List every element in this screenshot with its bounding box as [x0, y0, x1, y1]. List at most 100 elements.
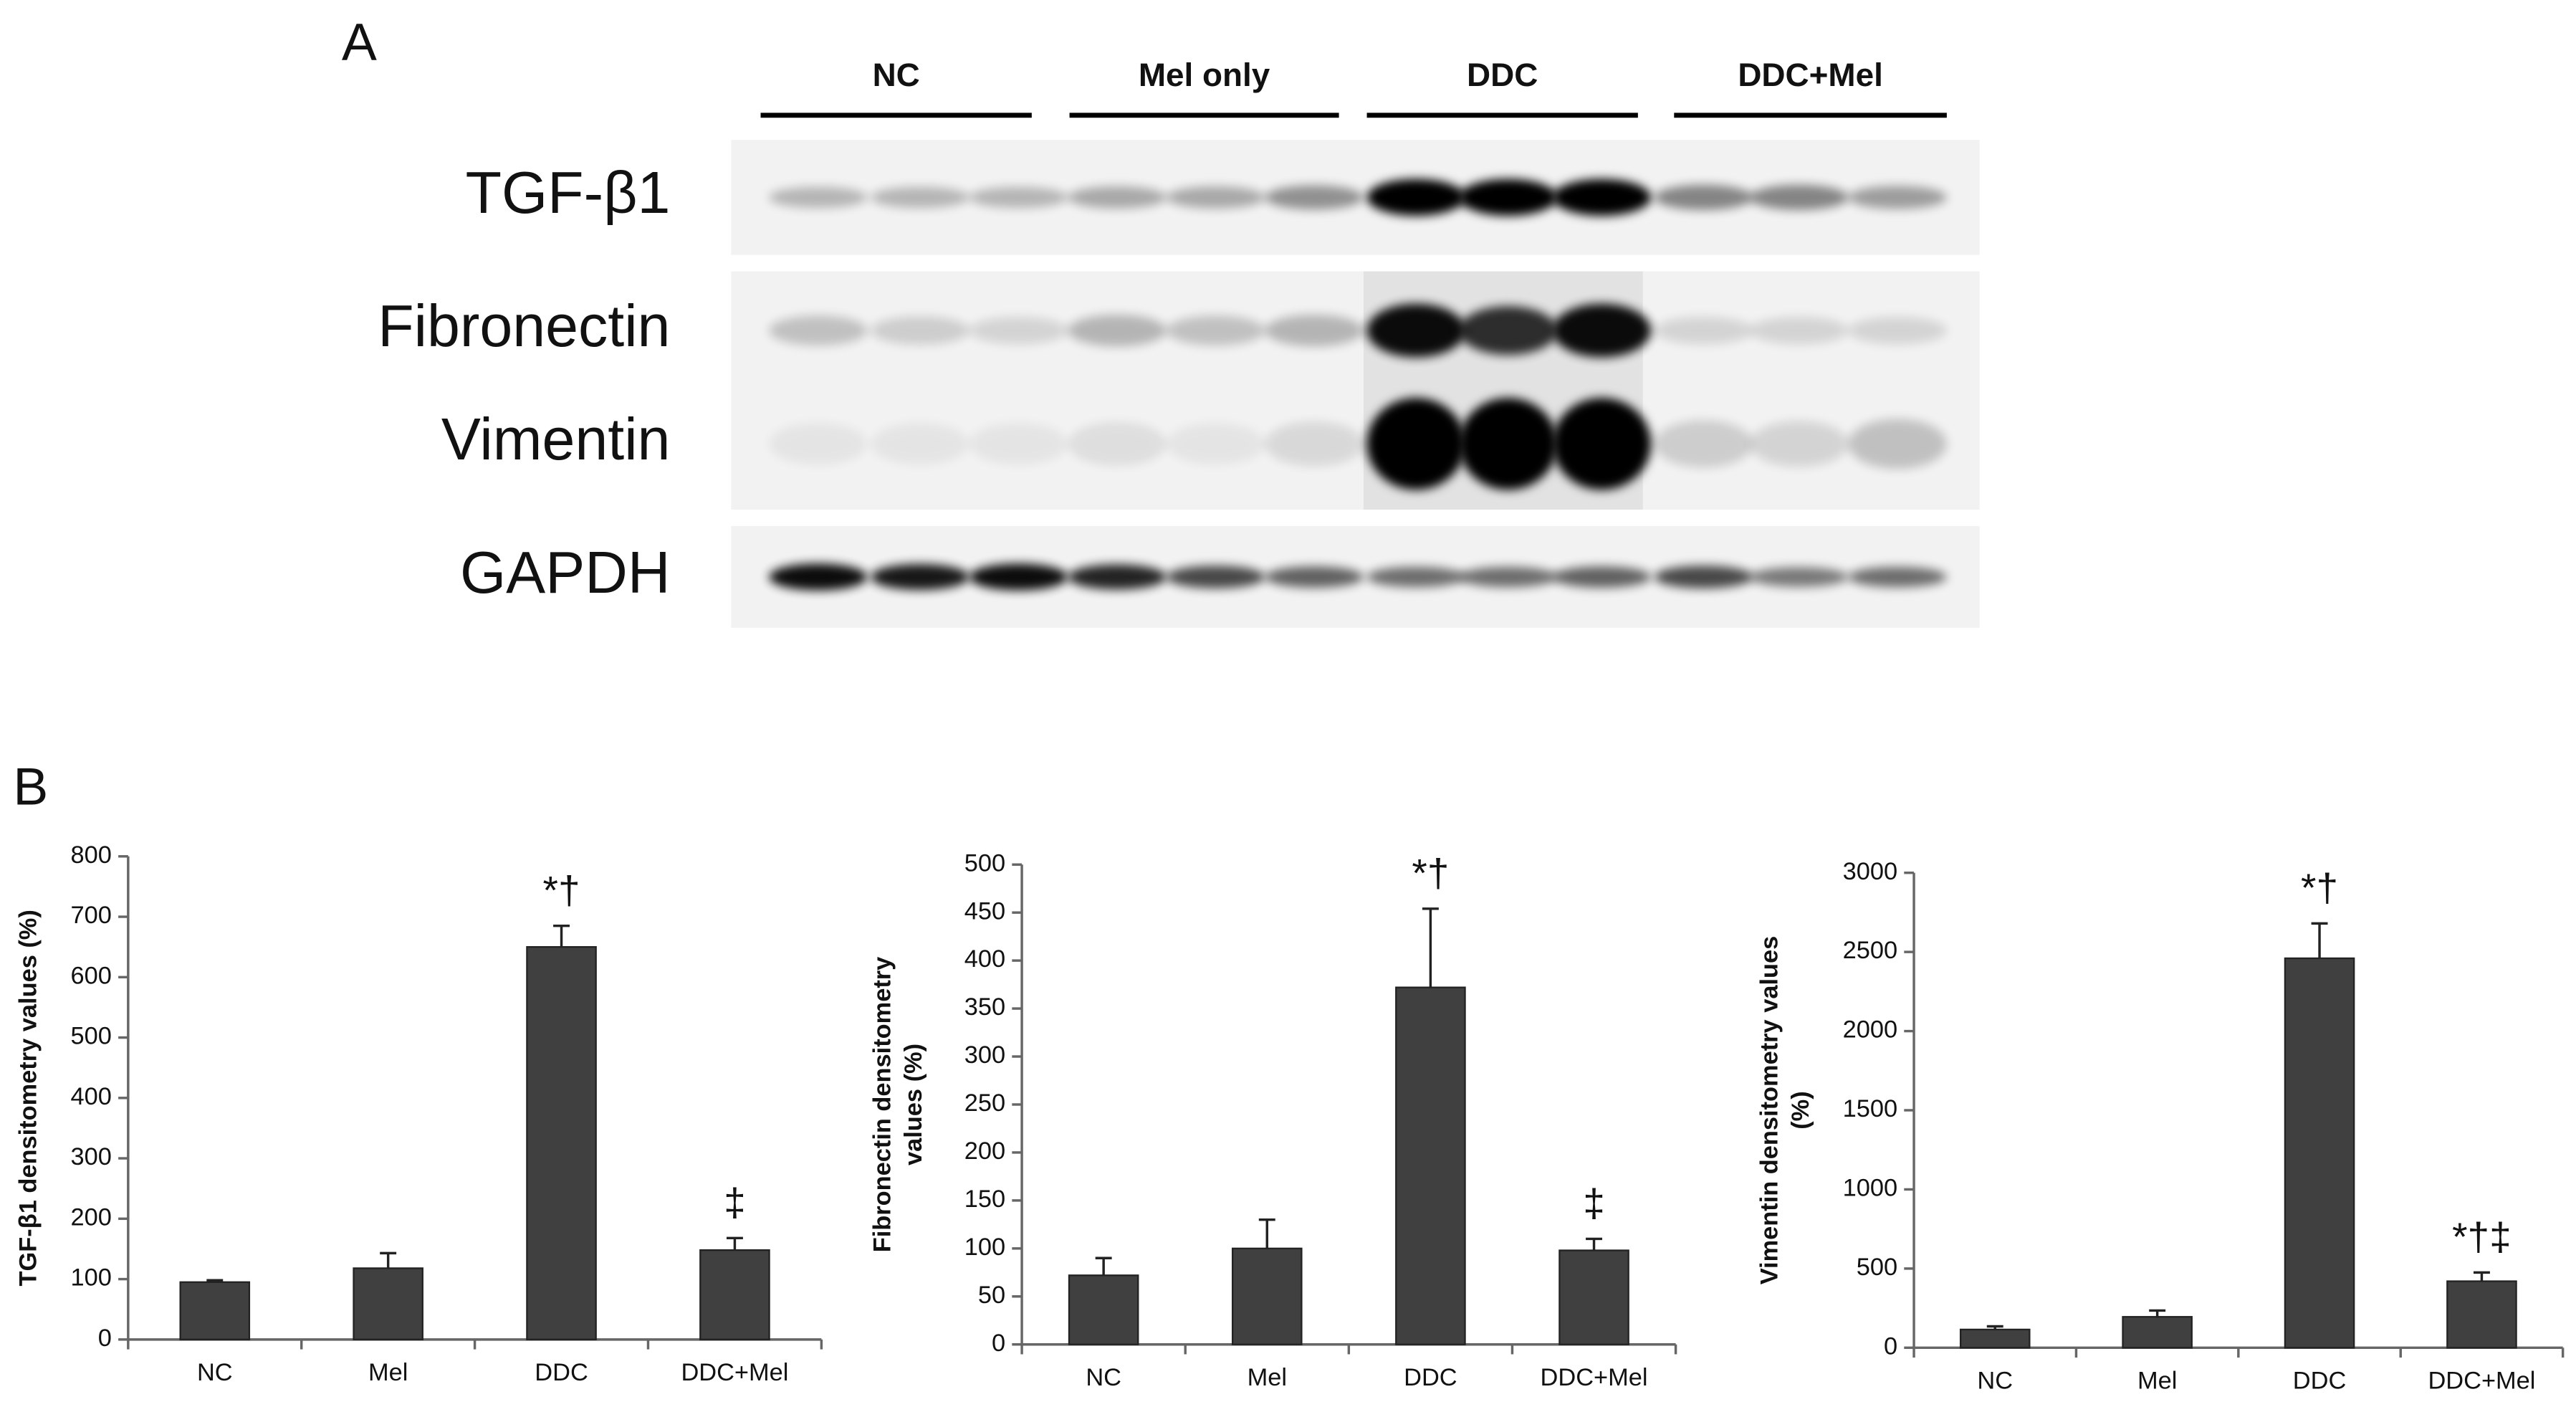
bar: [1068, 1274, 1139, 1345]
bar: [353, 1267, 423, 1340]
y-tick-label: 500: [71, 1023, 112, 1050]
y-tick-label: 800: [71, 841, 112, 869]
x-tick-label: DDC: [1404, 1364, 1457, 1391]
x-tick-label: NC: [1977, 1368, 2013, 1395]
blot-band: [1366, 303, 1466, 358]
y-axis-label: TGF-β1 densitometry values (%): [14, 910, 42, 1286]
blot-band: [1654, 184, 1753, 211]
blot-band: [1366, 398, 1466, 490]
y-tick-label: 2500: [1843, 937, 1897, 964]
blot-band: [1458, 566, 1558, 588]
blot-band: [768, 563, 868, 591]
error-bar: [380, 1251, 397, 1269]
blot-band: [1068, 186, 1167, 209]
blot-band: [1265, 566, 1364, 588]
blot-band: [1848, 566, 1947, 588]
blot-band: [768, 315, 868, 346]
y-tick-label: 1500: [1843, 1095, 1897, 1122]
y-tick-label: 400: [964, 945, 1005, 973]
blot-band: [969, 186, 1068, 209]
x-tick-label: DDC+Mel: [681, 1359, 788, 1386]
blot-band: [1366, 178, 1466, 216]
y-tick-label: 700: [71, 902, 112, 929]
y-tick-label: 500: [1857, 1254, 1897, 1281]
group-label: NC: [873, 56, 920, 93]
bar: [526, 946, 597, 1340]
row-label: GAPDH: [460, 540, 670, 606]
error-bar: [2311, 922, 2328, 958]
bar: [2446, 1280, 2517, 1349]
y-tick-label: 0: [992, 1330, 1005, 1357]
bar: [2122, 1316, 2193, 1349]
blot-band: [1265, 421, 1364, 467]
y-axis-label: Vimentin densitometry values: [1756, 936, 1783, 1285]
blot-band: [1848, 186, 1947, 209]
blot-band: [1552, 303, 1652, 358]
blot-band: [1166, 566, 1265, 588]
group-label: DDC+Mel: [1738, 56, 1883, 93]
x-tick-label: Mel: [2137, 1368, 2177, 1395]
significance-label: *†‡: [2452, 1214, 2512, 1259]
y-axis-label: (%): [1787, 1091, 1814, 1129]
y-tick-label: 100: [964, 1234, 1005, 1261]
blot-band: [871, 563, 969, 591]
blot-band: [1654, 420, 1753, 468]
y-tick-label: 200: [71, 1203, 112, 1231]
blot-band: [1749, 184, 1849, 211]
blot-band: [1654, 316, 1753, 345]
blot-band: [1166, 315, 1265, 346]
row-label: Vimentin: [441, 406, 671, 472]
blot-band: [1068, 315, 1167, 347]
significance-label: ‡: [724, 1180, 746, 1224]
row-label: Fibronectin: [378, 293, 670, 359]
blot-band: [1552, 566, 1652, 588]
bar: [1395, 986, 1466, 1345]
y-tick-label: 0: [1884, 1332, 1897, 1360]
y-tick-label: 500: [964, 849, 1005, 877]
y-tick-label: 3000: [1843, 858, 1897, 885]
significance-label: *†: [543, 867, 580, 912]
error-bar: [1095, 1256, 1112, 1276]
y-axis-label: values (%): [900, 1044, 927, 1165]
blot-band: [871, 316, 969, 345]
significance-label: *†: [2301, 865, 2338, 910]
blot-band: [969, 316, 1068, 345]
y-tick-label: 350: [964, 993, 1005, 1021]
error-bar: [206, 1279, 224, 1282]
blot-band: [1366, 566, 1466, 588]
error-bar: [1586, 1237, 1602, 1251]
significance-label: *†: [1412, 851, 1449, 895]
bar: [699, 1249, 770, 1340]
blot-band: [1749, 567, 1849, 587]
error-bar: [726, 1236, 743, 1251]
group-label: DDC: [1467, 56, 1538, 93]
x-tick-label: NC: [197, 1359, 233, 1386]
y-tick-label: 300: [71, 1143, 112, 1170]
y-tick-label: 400: [71, 1083, 112, 1110]
bar: [2284, 957, 2355, 1349]
group-label: Mel only: [1139, 56, 1270, 93]
y-tick-label: 150: [964, 1186, 1005, 1213]
x-tick-label: NC: [1086, 1364, 1121, 1391]
blot-band: [1848, 419, 1947, 469]
blot-band: [1068, 421, 1167, 466]
error-bar: [1258, 1218, 1275, 1249]
x-tick-label: Mel: [1248, 1364, 1287, 1391]
bar: [1231, 1247, 1303, 1345]
bar: [1558, 1249, 1629, 1345]
y-tick-label: 1000: [1843, 1175, 1897, 1202]
blot-band: [1458, 398, 1558, 490]
blot-band: [1749, 316, 1849, 345]
x-tick-label: DDC: [2293, 1368, 2346, 1395]
panel-label: A: [342, 13, 377, 72]
x-tick-label: DDC: [535, 1359, 588, 1386]
y-tick-label: 2000: [1843, 1016, 1897, 1044]
error-bar: [1422, 907, 1439, 988]
x-tick-label: DDC+Mel: [2428, 1368, 2535, 1395]
blot-band: [1265, 315, 1364, 347]
blot-band: [871, 186, 969, 209]
bar: [1959, 1328, 2031, 1349]
blot-band: [969, 563, 1068, 591]
blot-band: [1848, 316, 1947, 345]
y-tick-label: 200: [964, 1137, 1005, 1165]
